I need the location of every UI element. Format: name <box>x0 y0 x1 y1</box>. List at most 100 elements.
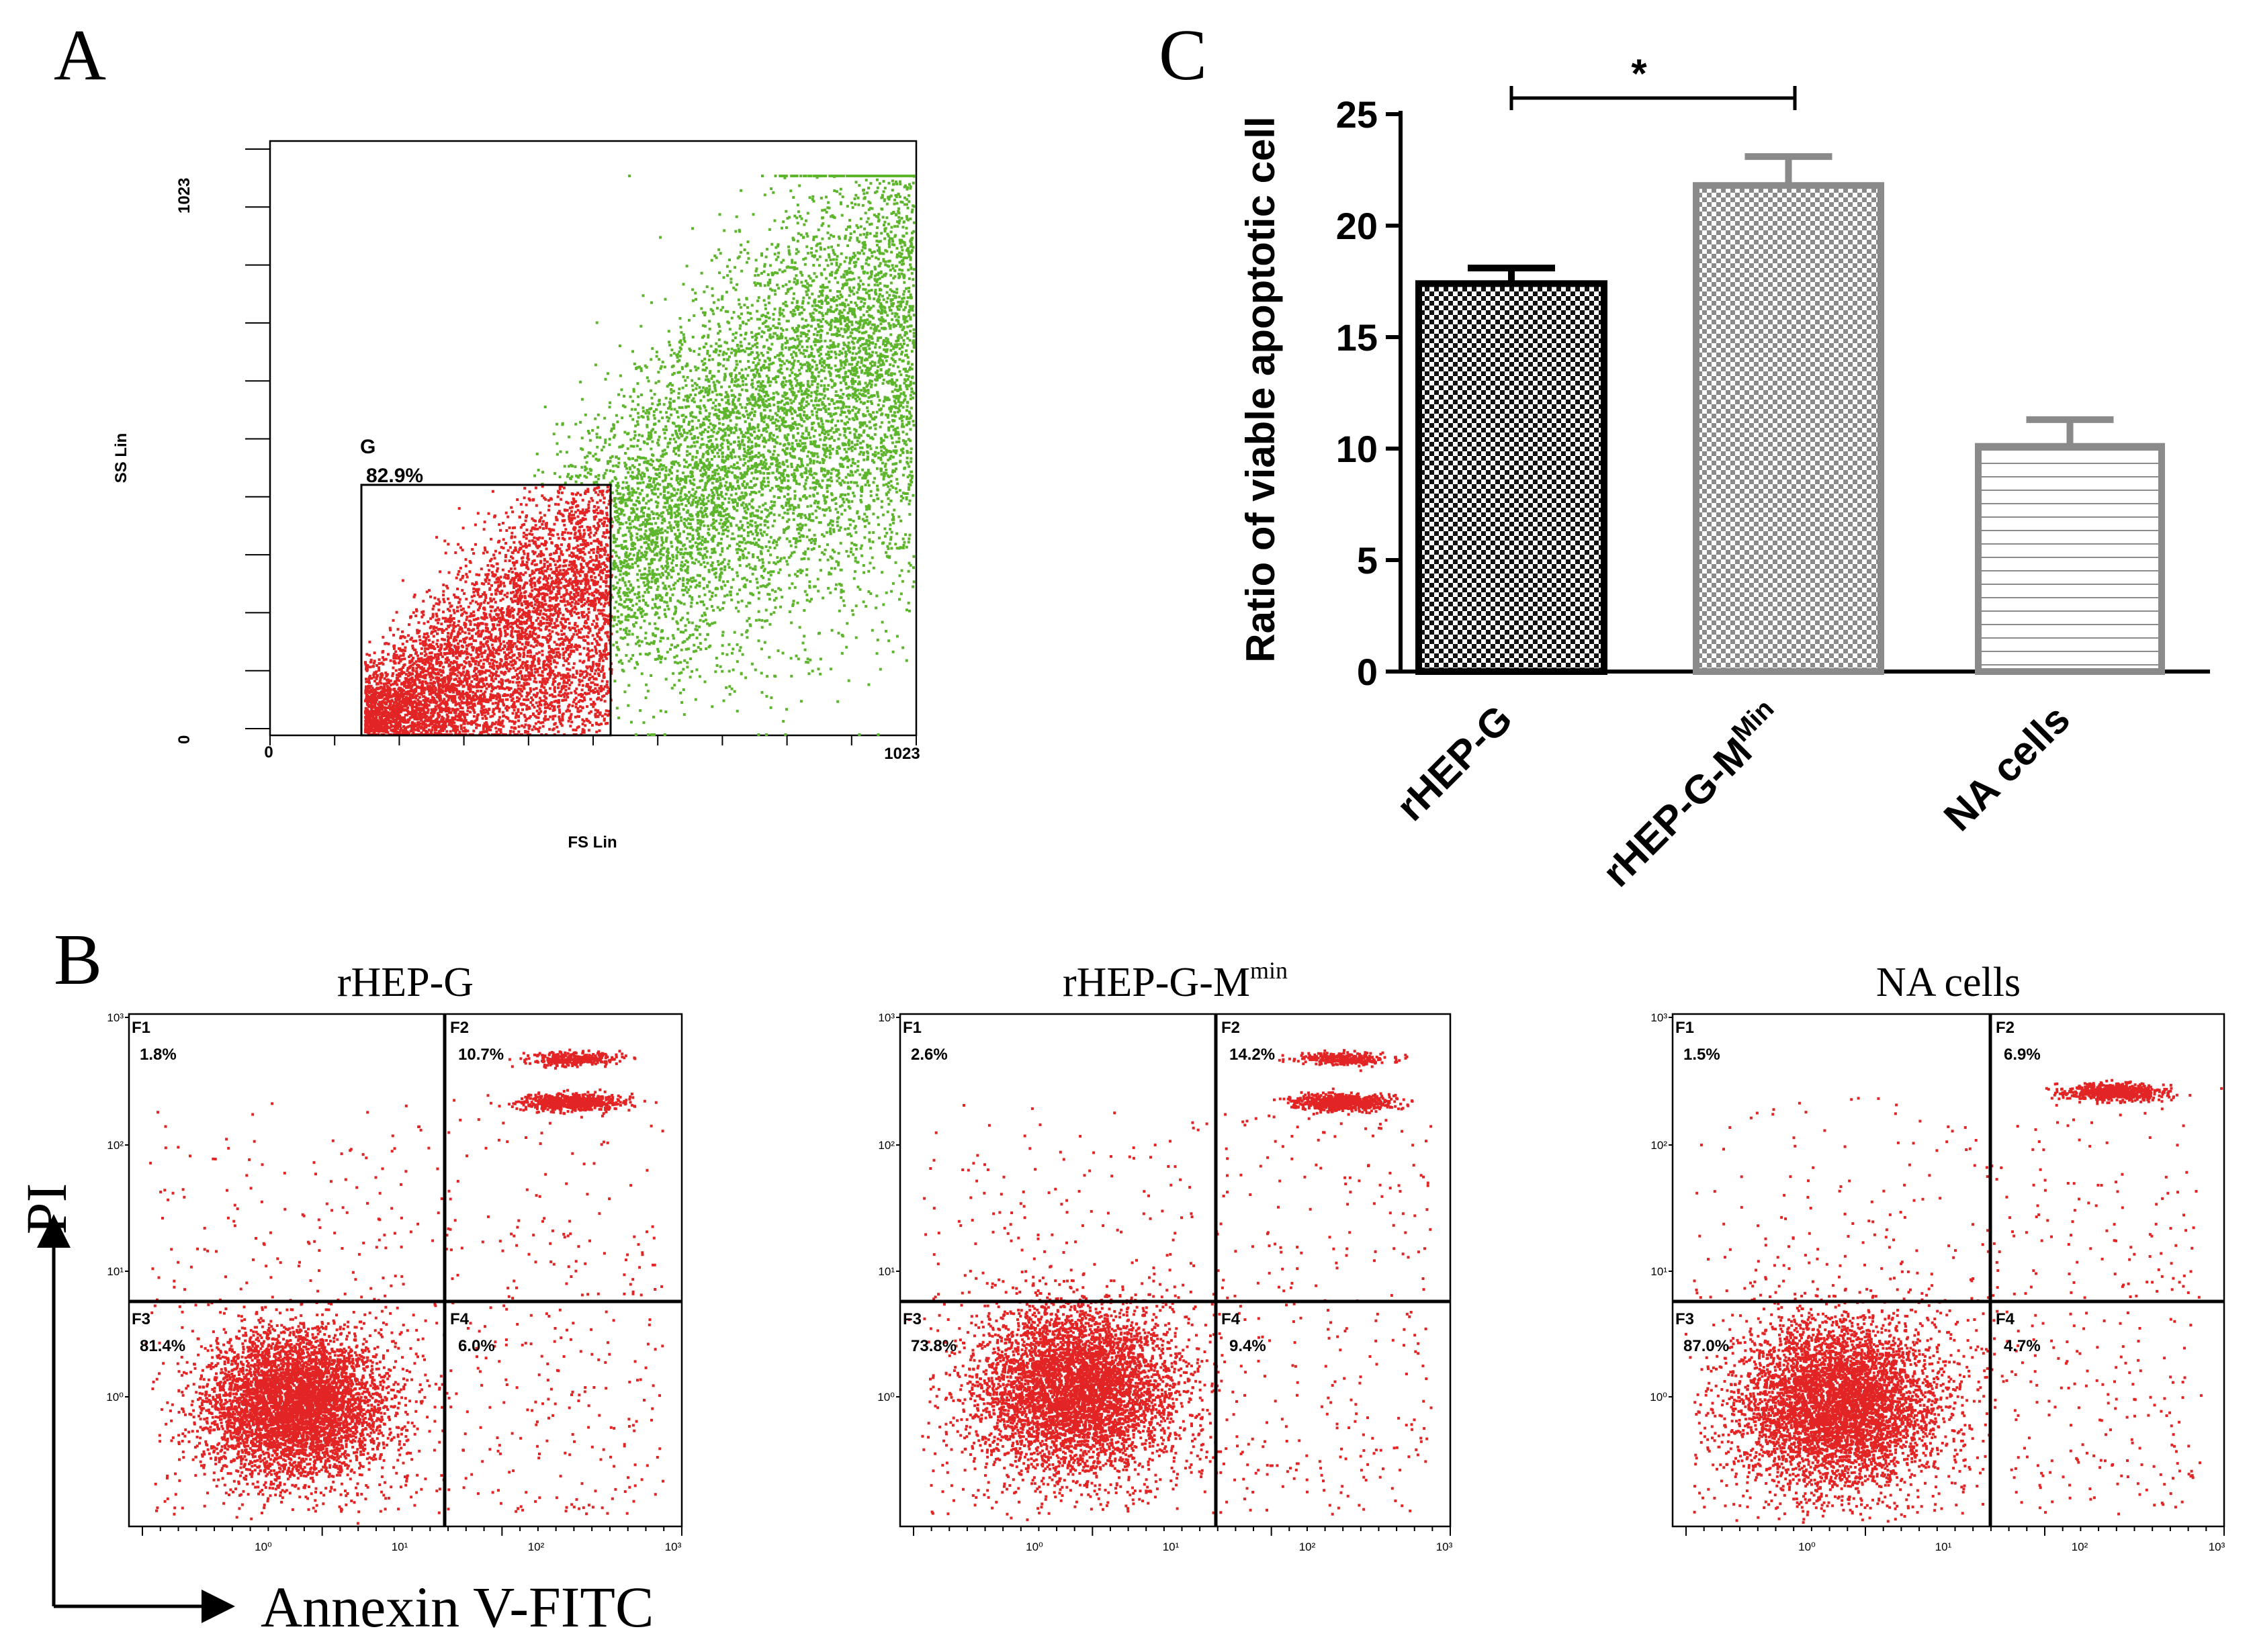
y-tick-label: 5 <box>1357 539 1378 582</box>
category-sup: Min <box>1726 694 1780 747</box>
panel-a-scatter: A G 82.9% 1023 0 0 1023 SS Lin FS Lin <box>54 15 920 852</box>
bar-2 <box>1693 182 1884 675</box>
annexin-axis-title: Annexin V-FITC <box>261 1575 654 1639</box>
y-decade-label: 10⁰ <box>877 1391 895 1404</box>
ungated-events <box>533 175 916 736</box>
event-dots <box>1685 1079 2223 1524</box>
y-decade-label: 10⁰ <box>1650 1391 1667 1404</box>
panel-a-dot-cloud <box>364 175 916 736</box>
quadrant-label-f3: F3 <box>1675 1310 1694 1328</box>
y-decade-label: 10² <box>878 1139 895 1152</box>
category-label-1: rHEP-G <box>1388 696 1521 829</box>
y-decade-label: 10² <box>1650 1139 1667 1152</box>
annexin-plot-1: rHEP-G F1 1.8% F2 10.7% F3 81.4% F4 6.0% 10³ 10² 10… <box>106 960 683 1553</box>
panel-b-plot-row: rHEP-G F1 1.8% F2 10.7% F3 81.4% F4 6.0% 10³ 10² 10… <box>106 957 2225 1553</box>
gate-g-label: G <box>360 436 375 458</box>
quadrant-value-f1: 1.8% <box>140 1046 177 1064</box>
significance-star: * <box>1631 51 1647 96</box>
quadrant-label-f4: F4 <box>1996 1310 2015 1328</box>
panel-c-letter: C <box>1159 15 1207 95</box>
plot-title-main: rHEP-G <box>337 960 474 1005</box>
y-tick-label: 25 <box>1336 93 1378 136</box>
panel-c-bars <box>1415 182 2165 675</box>
gated-events <box>364 485 613 736</box>
bar-1 <box>1415 280 1607 675</box>
quadrant-value-f1: 2.6% <box>911 1046 948 1064</box>
panel-b-letter: B <box>54 920 102 1000</box>
quadrant-value-f3: 81.4% <box>140 1337 185 1355</box>
y-decade-label: 10¹ <box>107 1265 124 1278</box>
panel-a-y-tick-min: 0 <box>175 735 193 744</box>
panel-a-x-ticks <box>269 735 917 745</box>
plot-frame <box>128 1013 683 1528</box>
panel-a-x-axis-label: FS Lin <box>568 833 617 852</box>
quadrant-label-f2: F2 <box>450 1019 469 1037</box>
quadrant-value-f4: 6.0% <box>458 1337 495 1355</box>
quadrant-label-f1: F1 <box>903 1019 922 1037</box>
plot-title-main: NA cells <box>1876 960 2021 1005</box>
y-tick-label: 15 <box>1336 316 1378 359</box>
annexin-plot-2: rHEP-G-Mmin F1 2.6% F2 14.2% F3 73.8% F4 9.4% 10³… <box>877 957 1452 1553</box>
x-decade-label: 10³ <box>2209 1541 2225 1553</box>
gate-g-box <box>360 484 612 737</box>
panel-c-category-labels: rHEP-G rHEP-G-MMin NA cells <box>1388 694 2078 895</box>
x-decade-label: 10² <box>1299 1541 1316 1553</box>
quadrant-value-f2: 6.9% <box>2004 1046 2041 1064</box>
x-decade-label: 10⁰ <box>1798 1541 1816 1553</box>
quadrant-label-f2: F2 <box>1221 1019 1240 1037</box>
quadrant-value-f4: 9.4% <box>1229 1337 1266 1355</box>
x-decade-label: 10² <box>528 1541 545 1553</box>
x-decade-label: 10³ <box>665 1541 682 1553</box>
quadrant-value-f3: 73.8% <box>911 1337 957 1355</box>
plot-title: rHEP-G-Mmin <box>1063 957 1288 1005</box>
y-axis-title: Ratio of viable apoptotic cell <box>1238 116 1283 662</box>
x-decade-label: 10² <box>2072 1541 2088 1553</box>
pi-axis-title: PI <box>14 1183 79 1234</box>
quadrant-label-f4: F4 <box>450 1310 470 1328</box>
quadrant-label-f3: F3 <box>132 1310 150 1328</box>
panel-a-y-axis-label: SS Lin <box>112 433 130 484</box>
quadrant-label-f1: F1 <box>132 1019 150 1037</box>
y-decade-label: 10³ <box>878 1011 895 1024</box>
y-tick-label: 10 <box>1336 428 1378 470</box>
annexin-plot-3: NA cells F1 1.5% F2 6.9% F3 87.0% F4 4.7% 10³ 10² 1… <box>1650 960 2225 1553</box>
quadrant-label-f1: F1 <box>1675 1019 1694 1037</box>
quadrant-value-f2: 14.2% <box>1229 1046 1275 1064</box>
y-decade-label: 10³ <box>107 1011 124 1024</box>
quadrant-value-f3: 87.0% <box>1683 1337 1729 1355</box>
y-tick-label: 0 <box>1357 651 1378 693</box>
quadrant-value-f4: 4.7% <box>2004 1337 2041 1355</box>
panel-b-annexin-plots: B rHEP-G F1 1.8% F2 10.7% F3 81.4% F4 6.0% 10³ 10²… <box>14 920 2225 1639</box>
significance-bracket: * <box>1509 51 1797 110</box>
y-decade-label: 10² <box>107 1139 124 1152</box>
panel-a-letter: A <box>54 15 106 95</box>
plot-frame <box>899 1013 1452 1528</box>
y-decade-label: 10¹ <box>1650 1265 1667 1278</box>
plot-title-main: rHEP-G-M <box>1063 960 1250 1005</box>
y-decade-label: 10³ <box>1650 1011 1667 1024</box>
quadrant-label-f3: F3 <box>903 1310 922 1328</box>
panel-c-bar-chart: C Ratio of viable apoptotic cell 0 5 10 15 2… <box>1159 15 2210 895</box>
panel-a-x-tick-min: 0 <box>264 743 273 762</box>
event-dots <box>908 1049 1433 1522</box>
panel-a-y-tick-max: 1023 <box>175 178 193 214</box>
y-decade-label: 10⁰ <box>106 1391 124 1404</box>
quadrant-label-f2: F2 <box>1996 1019 2015 1037</box>
gate-g-percent: 82.9% <box>366 465 423 487</box>
category-label-3: NA cells <box>1935 696 2078 839</box>
plot-frame <box>1671 1013 2225 1528</box>
y-tick-label: 20 <box>1336 205 1378 247</box>
y-decade-label: 10¹ <box>878 1265 895 1278</box>
category-label-2: rHEP-G-MMin <box>1591 694 1793 895</box>
x-decade-label: 10¹ <box>1163 1541 1180 1553</box>
panel-a-x-tick-max: 1023 <box>884 745 920 763</box>
panel-a-y-ticks <box>245 148 270 729</box>
quadrant-value-f1: 1.5% <box>1683 1046 1720 1064</box>
x-decade-label: 10¹ <box>392 1541 408 1553</box>
plot-title: NA cells <box>1876 960 2021 1005</box>
event-dots <box>144 1048 665 1525</box>
bar-3 <box>1975 443 2165 675</box>
panel-c-error-bars <box>1468 153 2114 447</box>
x-decade-label: 10³ <box>1436 1541 1453 1553</box>
